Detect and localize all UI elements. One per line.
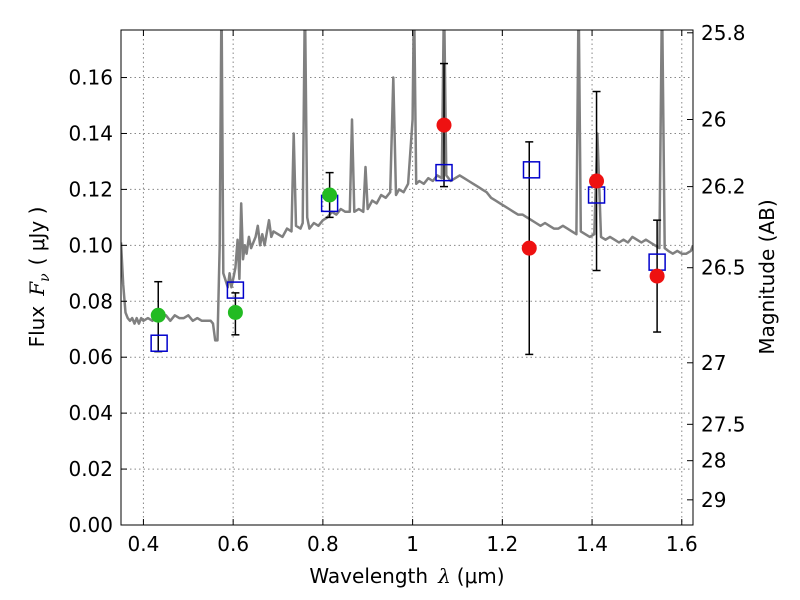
y2-tick-label: 26.2 — [701, 175, 746, 199]
y-axis-ticks: 0.00 0.02 0.04 0.06 0.08 0.10 0.12 0.14 0.16 — [68, 66, 127, 537]
y2-tick-label: 26.5 — [701, 256, 746, 280]
model-square-point — [435, 163, 453, 182]
y2-axis-label: Magnitude (AB) — [755, 199, 779, 354]
x-tick-label: 1.2 — [486, 532, 518, 556]
x-tick-label: 1 — [406, 532, 419, 556]
grid — [121, 30, 693, 526]
red-circle-point — [589, 173, 605, 189]
model-square-point — [150, 334, 168, 352]
green-circle-point — [150, 307, 166, 323]
y-tick-label: 0.08 — [68, 289, 113, 313]
red-circle-point — [521, 240, 537, 256]
x-tick-label: 0.4 — [128, 532, 160, 556]
data-markers — [150, 117, 666, 352]
y2-tick-label: 29 — [701, 488, 726, 512]
y2-tick-label: 27 — [701, 351, 726, 375]
y2-tick-label: 27.5 — [701, 412, 746, 436]
y2-tick-label: 28 — [701, 449, 726, 473]
spectrum-path — [121, 30, 693, 342]
x-axis-ticks: 0.4 0.6 0.8 1 1.2 1.4 1.6 — [128, 30, 698, 556]
y2-axis-ticks: 25.8 26 26.2 26.5 27 27.5 28 29 — [687, 21, 746, 512]
model-square-point — [226, 281, 245, 299]
y-tick-label: 0.14 — [68, 121, 113, 145]
red-circle-point — [436, 117, 452, 133]
x-tick-label: 0.6 — [217, 532, 249, 556]
y2-tick-label: 26 — [701, 107, 726, 131]
x-axis-label: Wavelength λ (μm) — [309, 564, 504, 588]
y-tick-label: 0.02 — [68, 457, 113, 481]
spectrum-line — [121, 30, 693, 342]
red-circle-point — [649, 268, 665, 284]
plot-frame — [120, 29, 694, 526]
green-circle-point — [322, 187, 338, 203]
y-axis-label: FluxFν( μJy ) — [25, 207, 53, 348]
y-tick-label: 0.12 — [68, 177, 113, 201]
model-square-point — [522, 161, 541, 179]
y-tick-label: 0.16 — [68, 66, 113, 90]
green-circle-point — [227, 304, 243, 320]
y-tick-label: 0.10 — [68, 233, 113, 257]
y-tick-label: 0.00 — [68, 513, 113, 537]
x-tick-label: 1.6 — [666, 532, 698, 556]
x-tick-label: 1.4 — [576, 532, 608, 556]
y2-tick-label: 25.8 — [701, 21, 746, 45]
x-tick-label: 0.8 — [307, 532, 339, 556]
y-tick-label: 0.06 — [68, 345, 113, 369]
y-tick-label: 0.04 — [68, 401, 113, 425]
